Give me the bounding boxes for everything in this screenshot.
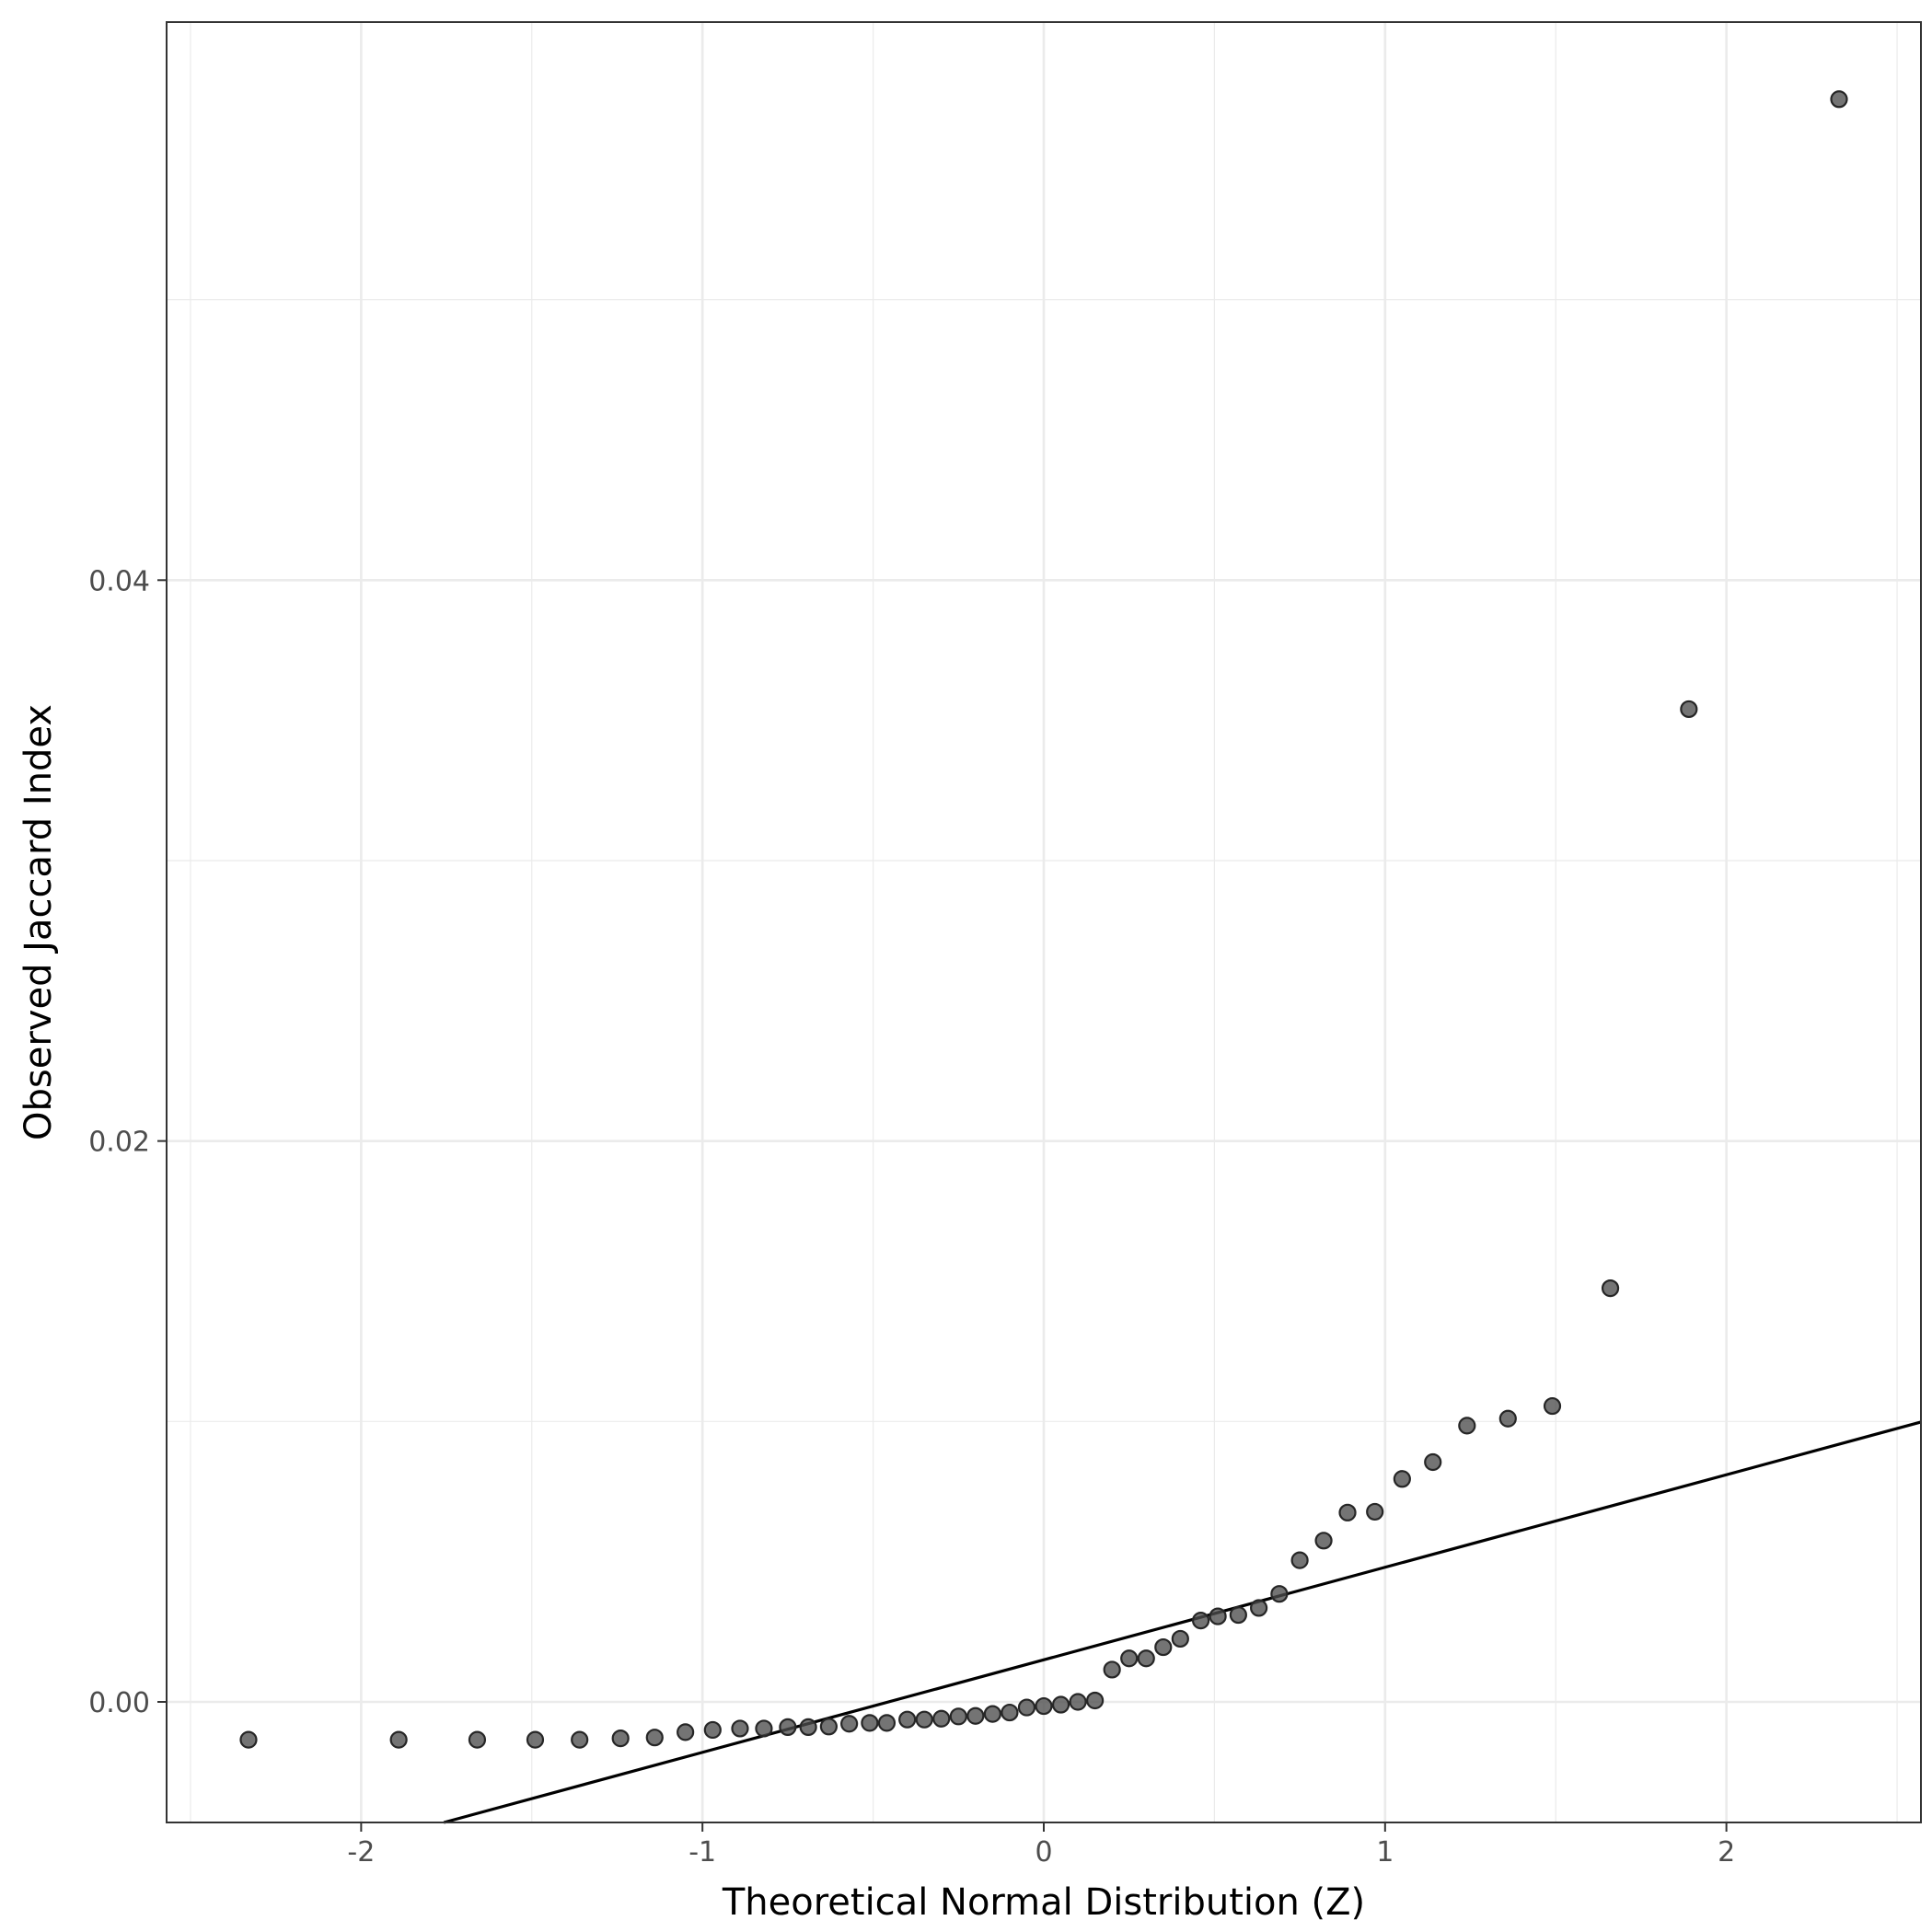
data-point (1069, 1693, 1087, 1711)
data-points (239, 90, 1848, 1749)
data-point (1001, 1703, 1019, 1722)
data-point (1290, 1551, 1309, 1569)
data-point (779, 1718, 797, 1737)
data-point (819, 1718, 838, 1736)
data-point (877, 1714, 897, 1732)
data-point (1366, 1502, 1384, 1521)
minor-gridlines (167, 22, 1921, 1822)
data-point (1137, 1649, 1155, 1668)
data-point (468, 1730, 487, 1749)
data-point (611, 1729, 630, 1748)
data-point (932, 1709, 951, 1728)
data-point (1103, 1660, 1121, 1679)
x-tick-label: 0 (1035, 1836, 1052, 1868)
data-point (1209, 1607, 1227, 1625)
reference-line-group (443, 1420, 1922, 1824)
data-point (1424, 1452, 1442, 1472)
data-point (1314, 1532, 1333, 1550)
data-point (1086, 1691, 1105, 1710)
data-point (840, 1715, 859, 1733)
data-point (1601, 1278, 1620, 1298)
data-point (915, 1710, 933, 1729)
data-point (898, 1710, 917, 1729)
data-point (1543, 1396, 1562, 1416)
data-point (1229, 1605, 1247, 1625)
data-point (389, 1730, 408, 1749)
data-point (1051, 1695, 1070, 1714)
data-point (571, 1730, 589, 1749)
data-point (1338, 1503, 1357, 1521)
x-tick-label: -2 (347, 1836, 375, 1868)
reference-line (443, 1420, 1922, 1824)
data-point (1250, 1599, 1268, 1617)
data-point (1191, 1612, 1210, 1630)
data-point (1035, 1696, 1053, 1716)
data-point (983, 1705, 1001, 1723)
data-point (731, 1719, 749, 1738)
y-axis-title: Observed Jaccard Index (17, 704, 60, 1140)
x-axis-ticks: -2 -1 0 1 2 (347, 1822, 1735, 1868)
y-tick-label: 0.02 (88, 1127, 150, 1159)
x-tick-label: 2 (1718, 1836, 1735, 1868)
y-tick-label: 0.00 (88, 1687, 150, 1719)
data-point (1393, 1470, 1411, 1488)
y-axis-ticks: 0.00 0.02 0.04 (88, 565, 167, 1719)
data-point (1120, 1649, 1139, 1668)
data-point (703, 1720, 722, 1740)
data-point (1458, 1417, 1476, 1435)
data-point (1171, 1629, 1189, 1649)
data-point (799, 1718, 817, 1737)
data-point (1830, 90, 1848, 109)
data-point (1680, 700, 1698, 719)
data-point (755, 1719, 773, 1738)
data-point (1017, 1698, 1036, 1717)
x-tick-label: 1 (1376, 1836, 1394, 1868)
data-point (239, 1730, 258, 1749)
data-point (1498, 1409, 1517, 1428)
data-point (677, 1723, 695, 1741)
data-point (949, 1707, 967, 1726)
data-point (526, 1730, 545, 1749)
data-point (1270, 1585, 1289, 1603)
data-point (645, 1729, 664, 1747)
y-tick-label: 0.04 (88, 565, 150, 597)
data-point (966, 1706, 985, 1725)
data-point (1154, 1637, 1173, 1657)
x-axis-title: Theoretical Normal Distribution (Z) (722, 1881, 1365, 1924)
data-point (861, 1714, 879, 1732)
x-tick-label: -1 (688, 1836, 716, 1868)
